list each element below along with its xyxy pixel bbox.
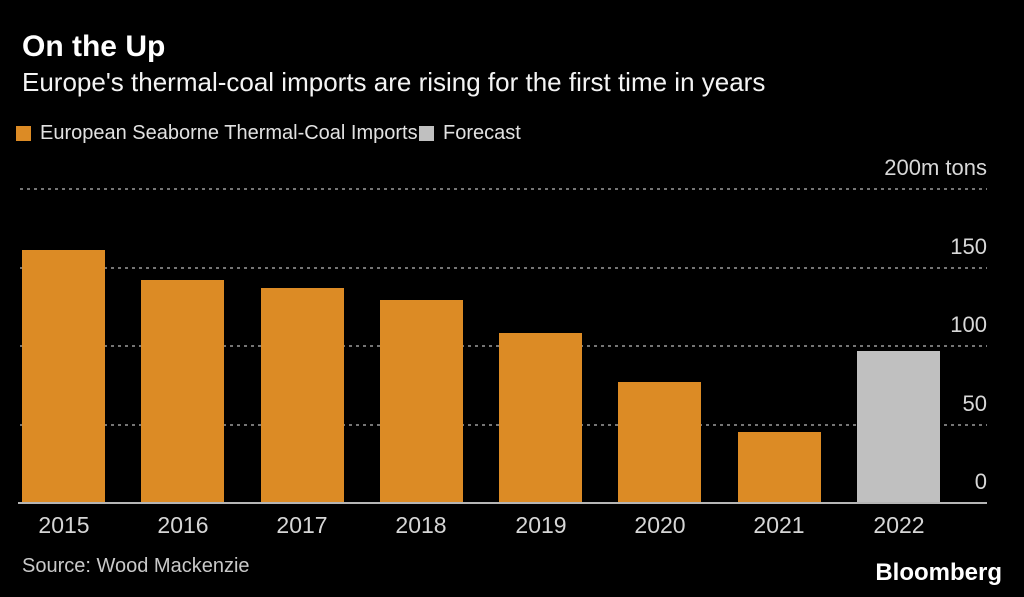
x-tick-label-2019: 2019 — [515, 512, 567, 538]
y-tick-label-150: 150 — [950, 233, 987, 259]
x-tick-label-2016: 2016 — [157, 512, 209, 538]
x-tick-label-2018: 2018 — [395, 512, 447, 538]
legend-item-forecast: Forecast — [419, 120, 521, 146]
bar-2021 — [738, 432, 821, 503]
bar-2016 — [141, 280, 224, 503]
bar-2017 — [261, 288, 344, 503]
y-tick-label-100: 100 — [950, 312, 987, 337]
bar-2020 — [618, 382, 701, 503]
chart-title: On the Up — [22, 30, 166, 63]
chart-subtitle: Europe's thermal-coal imports are rising… — [22, 67, 766, 97]
bar-2019 — [499, 333, 582, 503]
y-tick-label-200: 200m tons — [884, 155, 987, 180]
bar-2022 — [857, 351, 940, 503]
x-tick-label-2021: 2021 — [753, 512, 805, 538]
legend-swatch-imports-icon — [16, 125, 31, 141]
legend-item-imports: European Seaborne Thermal-Coal Imports — [16, 120, 418, 146]
x-axis-baseline — [18, 502, 987, 504]
x-tick-label-2022: 2022 — [873, 512, 925, 538]
legend-swatch-forecast-icon — [419, 125, 434, 141]
y-tick-label-0: 0 — [974, 469, 987, 494]
legend-label-forecast: Forecast — [443, 121, 521, 144]
bar-2015 — [22, 250, 105, 503]
gridline-150 — [20, 266, 987, 269]
x-tick-label-2020: 2020 — [634, 512, 686, 538]
y-tick-label-50: 50 — [962, 390, 987, 416]
legend-label-imports: European Seaborne Thermal-Coal Imports — [40, 121, 418, 144]
x-tick-label-2015: 2015 — [38, 512, 90, 538]
bar-2018 — [380, 300, 463, 503]
bloomberg-logo: Bloomberg — [875, 559, 1002, 586]
gridline-200 — [20, 188, 987, 190]
x-tick-label-2017: 2017 — [276, 512, 328, 538]
source-credit: Source: Wood Mackenzie — [22, 555, 250, 577]
